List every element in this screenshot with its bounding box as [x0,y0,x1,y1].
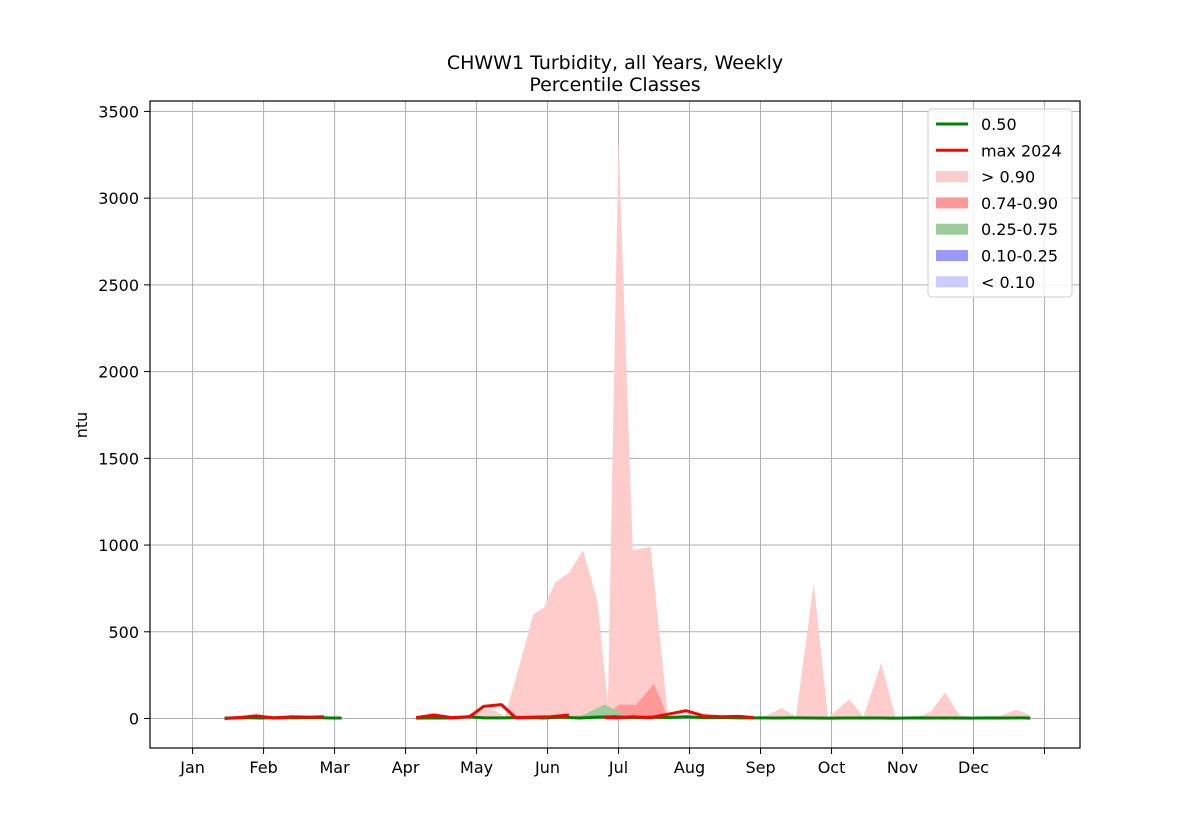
x-tick-label: Apr [392,758,420,777]
x-tick-label: Jan [179,758,205,777]
x-tick-label: Sep [745,758,775,777]
axes-frame [149,100,1081,749]
x-tick-label: Nov [887,758,918,777]
y-tick-label: 1000 [98,536,139,555]
x-tick-label: Aug [674,758,705,777]
y-tick-label: 2500 [98,276,139,295]
legend-label: max 2024 [981,141,1062,160]
legend-patch-swatch [936,250,968,261]
band-area-2 [561,704,647,719]
legend-label: > 0.90 [981,168,1035,187]
x-tick-label: Mar [319,758,350,777]
series-line-1 [416,703,570,720]
band-area-0 [455,140,669,719]
legend: 0.50 max 2024 > 0.90 0.74-0.90 0.25-0.75 0.10… [927,108,1073,298]
x-tick-label: Feb [249,758,277,777]
legend-patch-swatch [936,197,968,209]
plot-area: Jan Feb Mar Apr May Jun Jul Aug Sep Oct Nov Dec 0 500… [98,100,1081,777]
band-area-1 [604,683,669,719]
x-tick-label: Jul [608,758,628,777]
y-tick-label: 1500 [98,449,139,468]
legend-label: 0.10-0.25 [981,247,1058,266]
legend-label: < 0.10 [981,273,1035,292]
legend-patch-swatch [936,223,968,235]
band-area-0 [760,583,1031,719]
y-tick-label: 2000 [98,363,139,382]
x-tick-label: Oct [818,758,846,777]
y-tick-label: 500 [108,623,139,642]
x-tick-label: Jun [534,758,560,777]
legend-label: 0.74-0.90 [981,194,1058,213]
legend-patch-swatch [936,276,968,288]
chart-subtitle: Percentile Classes [529,74,700,96]
chart-title: CHWW1 Turbidity, all Years, Weekly [447,52,783,74]
x-tick-label: Dec [958,758,989,777]
y-tick-label: 3500 [98,102,139,121]
series-line-1 [224,714,324,721]
legend-patch-swatch [936,171,968,183]
x-tick-label: May [460,758,493,777]
y-axis-label: ntu [72,412,91,439]
y-tick-label: 3000 [98,189,139,208]
legend-label: 0.25-0.75 [981,220,1058,239]
legend-label: 0.50 [981,115,1017,134]
y-tick-label: 0 [129,710,139,729]
series-line-1 [604,709,754,720]
